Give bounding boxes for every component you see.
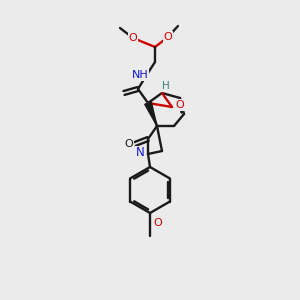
Text: N: N — [136, 146, 144, 160]
Text: O: O — [124, 139, 134, 149]
Text: O: O — [176, 100, 184, 110]
Text: O: O — [164, 32, 172, 42]
Text: NH: NH — [132, 70, 148, 80]
Polygon shape — [145, 102, 157, 126]
Text: O: O — [129, 33, 137, 43]
Text: H: H — [162, 81, 170, 91]
Text: O: O — [154, 218, 162, 228]
